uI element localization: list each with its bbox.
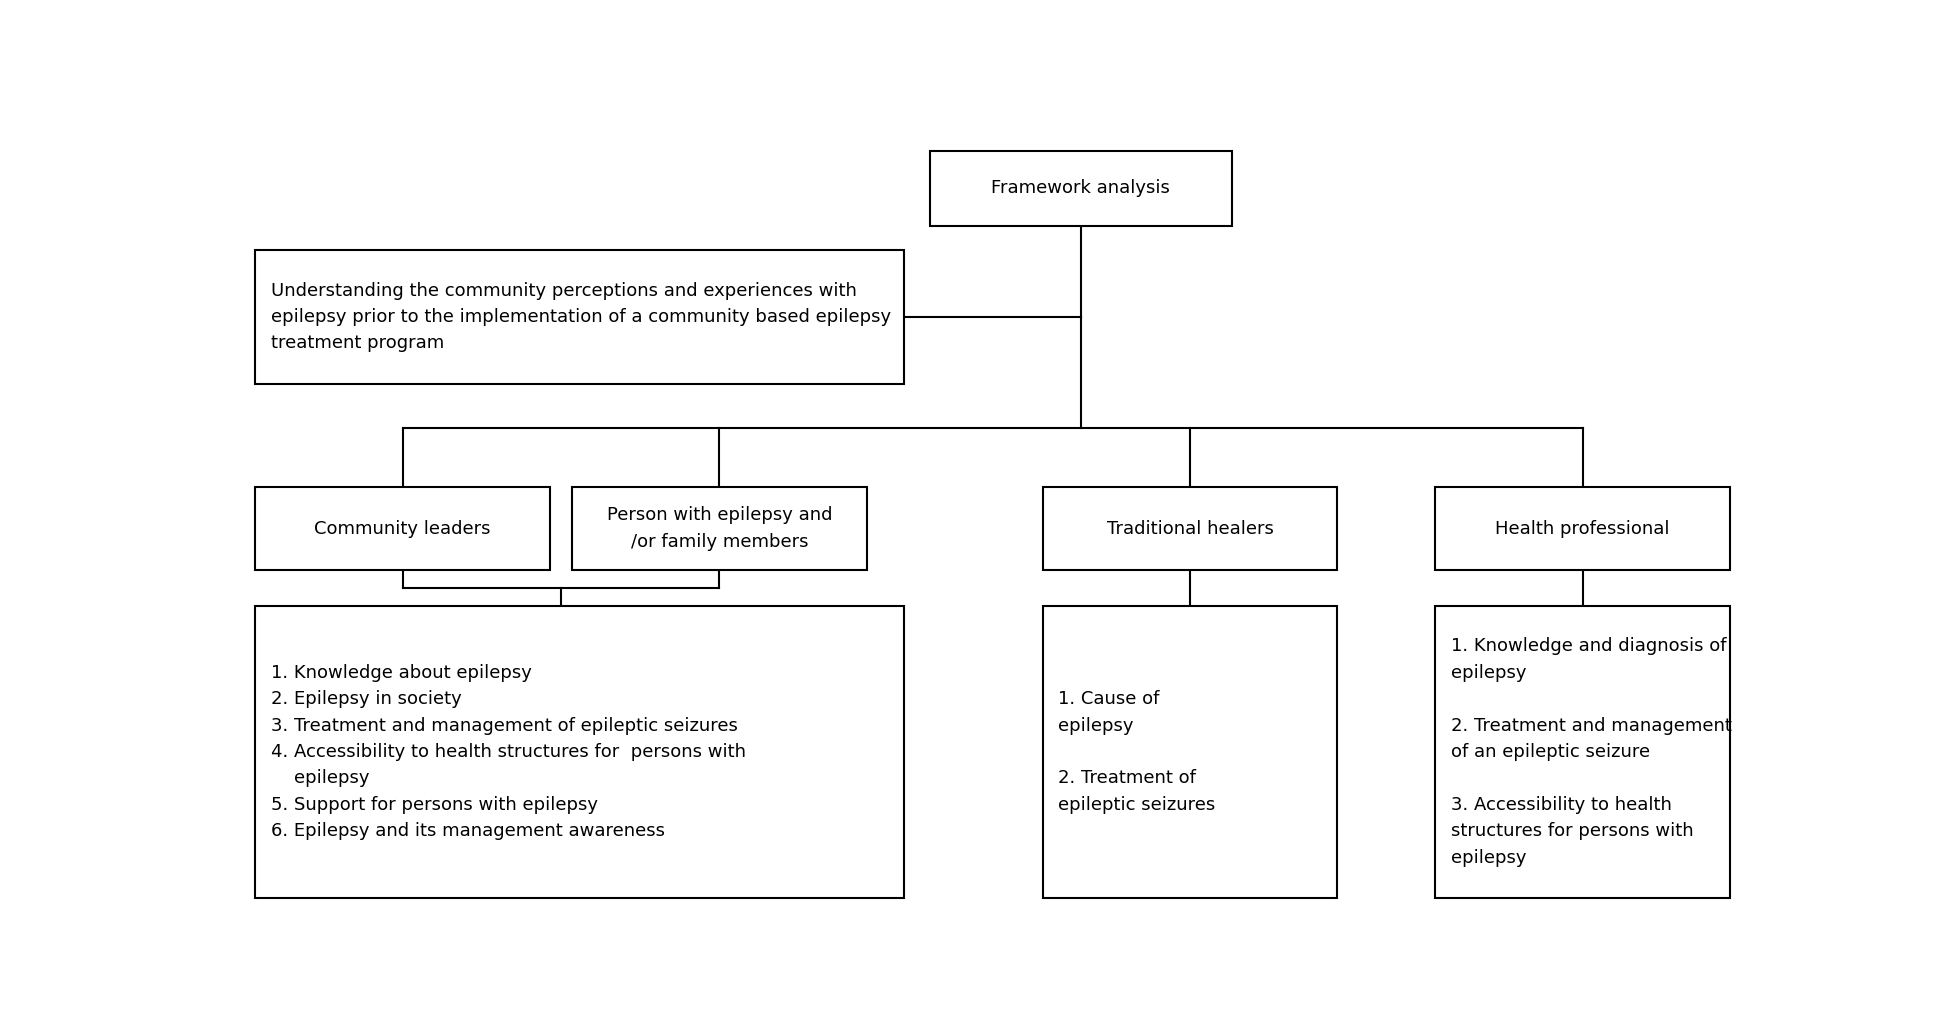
FancyBboxPatch shape bbox=[255, 250, 903, 384]
Text: 1. Knowledge and diagnosis of
epilepsy

2. Treatment and management
of an epilep: 1. Knowledge and diagnosis of epilepsy 2… bbox=[1451, 638, 1731, 867]
FancyBboxPatch shape bbox=[572, 487, 866, 570]
Text: Understanding the community perceptions and experiences with
epilepsy prior to t: Understanding the community perceptions … bbox=[271, 281, 890, 352]
FancyBboxPatch shape bbox=[931, 151, 1232, 226]
Text: 1. Knowledge about epilepsy
2. Epilepsy in society
3. Treatment and management o: 1. Knowledge about epilepsy 2. Epilepsy … bbox=[271, 663, 746, 840]
FancyBboxPatch shape bbox=[1435, 487, 1729, 570]
Text: Health professional: Health professional bbox=[1495, 520, 1671, 537]
Text: Traditional healers: Traditional healers bbox=[1106, 520, 1273, 537]
FancyBboxPatch shape bbox=[1435, 606, 1729, 899]
Text: Community leaders: Community leaders bbox=[313, 520, 491, 537]
FancyBboxPatch shape bbox=[1044, 487, 1338, 570]
Text: 1. Cause of
epilepsy

2. Treatment of
epileptic seizures: 1. Cause of epilepsy 2. Treatment of epi… bbox=[1059, 690, 1215, 813]
Text: Person with epilepsy and
/or family members: Person with epilepsy and /or family memb… bbox=[607, 506, 831, 550]
FancyBboxPatch shape bbox=[1044, 606, 1338, 899]
Text: Framework analysis: Framework analysis bbox=[991, 180, 1170, 197]
FancyBboxPatch shape bbox=[255, 606, 903, 899]
FancyBboxPatch shape bbox=[255, 487, 549, 570]
